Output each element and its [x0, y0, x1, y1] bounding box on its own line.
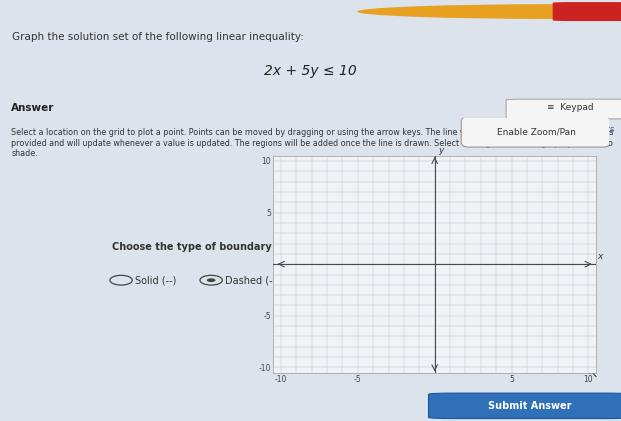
Text: 2x + 5y ≤ 10: 2x + 5y ≤ 10	[264, 64, 357, 78]
Text: Select a location on the grid to plot a point. Points can be moved by dragging o: Select a location on the grid to plot a …	[11, 128, 614, 158]
Text: y: y	[438, 146, 444, 155]
Text: x: x	[597, 252, 602, 261]
Text: Choose the type of boundary line:: Choose the type of boundary line:	[112, 242, 299, 252]
FancyBboxPatch shape	[553, 2, 621, 21]
Text: ≡  Keypad: ≡ Keypad	[546, 104, 594, 112]
Text: Graph the solution set of the following linear inequality:: Graph the solution set of the following …	[12, 32, 304, 42]
FancyBboxPatch shape	[428, 393, 621, 418]
Circle shape	[357, 4, 621, 19]
Text: Solid (--): Solid (--)	[135, 275, 177, 285]
Text: Enable Zoom/Pan: Enable Zoom/Pan	[497, 128, 576, 136]
FancyBboxPatch shape	[461, 117, 610, 147]
FancyBboxPatch shape	[506, 99, 621, 119]
Text: Submit Answer: Submit Answer	[488, 401, 571, 411]
Text: ↖: ↖	[587, 368, 598, 381]
Text: Dashed (--): Dashed (--)	[225, 275, 280, 285]
Text: Answer: Answer	[11, 103, 55, 113]
Circle shape	[207, 278, 215, 282]
Text: Keyboard Shortcuts: Keyboard Shortcuts	[532, 125, 615, 134]
